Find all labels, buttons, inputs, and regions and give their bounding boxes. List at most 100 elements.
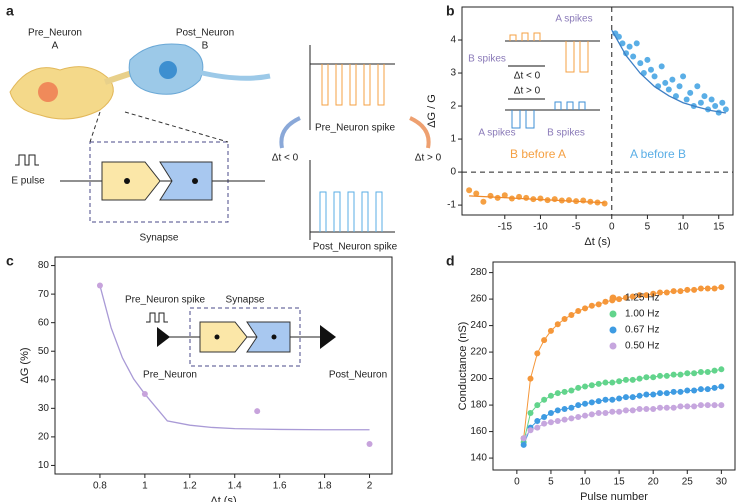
x-tick-label: 30 xyxy=(716,477,728,488)
point xyxy=(551,196,558,203)
point xyxy=(670,404,677,411)
point xyxy=(663,372,670,379)
point xyxy=(637,60,644,67)
point xyxy=(636,292,643,299)
point xyxy=(582,412,589,419)
point xyxy=(691,286,698,293)
legend-label: 1.25 Hz xyxy=(625,293,659,304)
point xyxy=(616,296,623,303)
y-tick-label: 140 xyxy=(470,453,487,464)
point xyxy=(663,404,670,411)
y-tick-label: 10 xyxy=(38,460,50,471)
point xyxy=(650,391,657,398)
y-tick-label: 4 xyxy=(450,35,456,46)
point xyxy=(547,327,554,334)
label: E pulse xyxy=(11,176,45,187)
point xyxy=(626,43,633,50)
x-tick-label: -15 xyxy=(498,222,513,233)
point xyxy=(676,83,683,90)
legend-marker xyxy=(609,294,617,302)
point xyxy=(609,396,616,403)
point xyxy=(588,411,595,418)
legend-label: 0.67 Hz xyxy=(625,325,659,336)
fit-line xyxy=(469,195,605,204)
point xyxy=(711,367,718,374)
y-tick-label: 60 xyxy=(38,317,50,328)
point xyxy=(582,305,589,312)
point xyxy=(708,96,715,103)
label: B xyxy=(202,41,209,52)
panel-label: d xyxy=(446,253,455,269)
point xyxy=(704,368,711,375)
point xyxy=(718,383,725,390)
point xyxy=(650,406,657,413)
x-tick-label: 10 xyxy=(579,477,591,488)
point xyxy=(669,76,676,83)
y-axis-label: ΔG (%) xyxy=(19,347,31,383)
y-tick-label: 3 xyxy=(450,68,456,79)
point xyxy=(487,192,494,199)
point xyxy=(554,390,561,397)
point xyxy=(622,376,629,383)
point xyxy=(657,390,664,397)
y-tick-label: 280 xyxy=(470,267,487,278)
label: Synapse xyxy=(140,233,179,244)
point xyxy=(697,402,704,409)
point xyxy=(672,93,679,100)
point xyxy=(644,56,651,63)
label: Pre_Neuron xyxy=(28,28,82,39)
point xyxy=(547,392,554,399)
annotation: Post_Neuron xyxy=(329,370,387,381)
annotation: B spikes xyxy=(468,54,506,65)
point xyxy=(680,73,687,80)
y-tick-label: 260 xyxy=(470,294,487,305)
point xyxy=(588,302,595,309)
point xyxy=(636,375,643,382)
point xyxy=(683,96,690,103)
point xyxy=(677,288,684,295)
legend-label: 0.50 Hz xyxy=(625,341,659,352)
legend-marker xyxy=(609,310,617,318)
x-axis-label: Δt (s) xyxy=(584,236,610,248)
point xyxy=(663,390,670,397)
point xyxy=(595,301,602,308)
point xyxy=(629,407,636,414)
point xyxy=(580,197,587,204)
x-tick-label: 10 xyxy=(678,222,690,233)
point xyxy=(568,415,575,422)
point xyxy=(527,375,534,382)
point xyxy=(480,198,487,205)
point xyxy=(554,417,561,424)
x-tick-label: -5 xyxy=(572,222,581,233)
point xyxy=(561,388,568,395)
y-tick-label: -1 xyxy=(447,200,456,211)
plot-frame xyxy=(492,261,736,471)
point xyxy=(670,288,677,295)
point xyxy=(677,403,684,410)
annotation: Pre_Neuron spike xyxy=(125,295,205,306)
point xyxy=(582,383,589,390)
point xyxy=(684,387,691,394)
annotation: Δt > 0 xyxy=(514,86,541,97)
point xyxy=(697,368,704,375)
annotation: A spikes xyxy=(555,14,592,25)
point xyxy=(254,408,261,415)
y-tick-label: 240 xyxy=(470,320,487,331)
annotation: A before B xyxy=(630,147,686,161)
y-tick-label: 1 xyxy=(450,134,456,145)
point xyxy=(718,366,725,373)
synapse-zoom xyxy=(15,111,265,223)
x-tick-label: 0 xyxy=(609,222,615,233)
point xyxy=(670,371,677,378)
inset-c xyxy=(146,307,336,367)
annotation: B spikes xyxy=(547,128,585,139)
point xyxy=(630,53,637,60)
point xyxy=(684,370,691,377)
point xyxy=(651,73,658,80)
point xyxy=(701,93,708,100)
point xyxy=(541,337,548,344)
point xyxy=(575,414,582,421)
point xyxy=(704,386,711,393)
legend-label: 1.00 Hz xyxy=(625,309,659,320)
